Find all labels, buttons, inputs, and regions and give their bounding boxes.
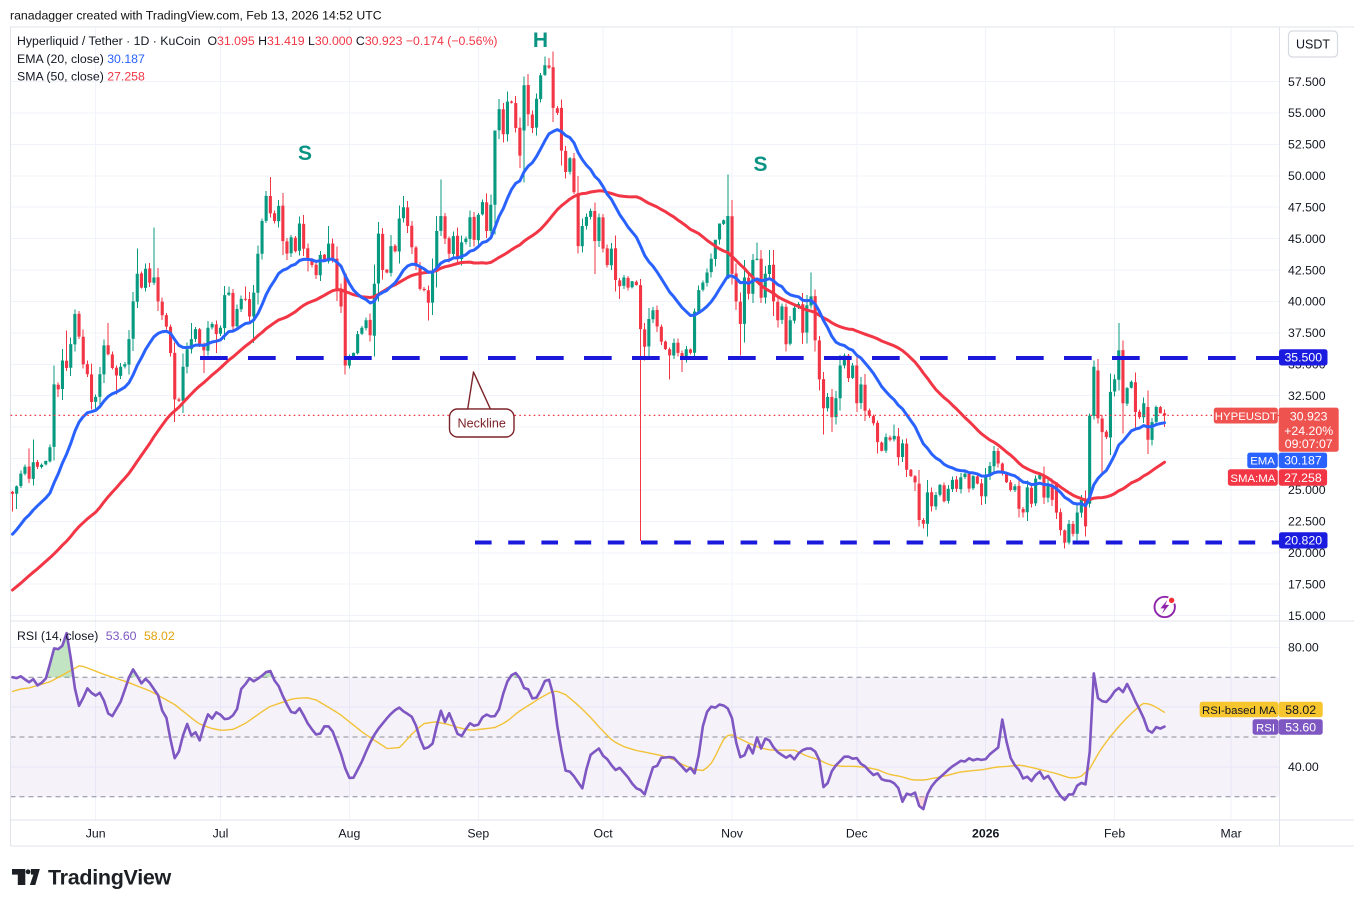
svg-text:RSI: RSI <box>1256 722 1275 734</box>
svg-text:57.500: 57.500 <box>1288 75 1326 89</box>
svg-text:EMA: EMA <box>1250 456 1275 468</box>
svg-text:09:07:07: 09:07:07 <box>1285 437 1333 451</box>
svg-text:Oct: Oct <box>594 827 614 841</box>
svg-text:30.923: 30.923 <box>1290 409 1328 423</box>
svg-text:S: S <box>298 142 312 165</box>
svg-text:47.500: 47.500 <box>1288 200 1326 214</box>
svg-text:Nov: Nov <box>721 827 744 841</box>
svg-text:2026: 2026 <box>972 827 1000 841</box>
svg-text:37.500: 37.500 <box>1288 326 1326 340</box>
svg-text:SMA (50, close) 27.258: SMA (50, close) 27.258 <box>17 70 145 84</box>
svg-text:25.000: 25.000 <box>1288 483 1326 497</box>
svg-text:ranadagger created with Tradin: ranadagger created with TradingView.com,… <box>10 9 382 23</box>
svg-text:SMA:MA: SMA:MA <box>1230 473 1275 485</box>
svg-text:42.500: 42.500 <box>1288 263 1326 277</box>
svg-text:58.02: 58.02 <box>1285 703 1316 717</box>
svg-text:Dec: Dec <box>846 827 868 841</box>
svg-text:Mar: Mar <box>1220 827 1241 841</box>
svg-text:35.500: 35.500 <box>1284 351 1322 365</box>
svg-text:20.000: 20.000 <box>1288 546 1326 560</box>
svg-text:30.187: 30.187 <box>1284 454 1322 468</box>
svg-text:S: S <box>753 153 767 176</box>
svg-text:RSI (14, close) 53.60 58.02: RSI (14, close) 53.60 58.02 <box>17 629 175 643</box>
svg-text:EMA (20, close) 30.187: EMA (20, close) 30.187 <box>17 52 145 66</box>
svg-text:Jun: Jun <box>86 827 106 841</box>
svg-text:52.500: 52.500 <box>1288 138 1326 152</box>
svg-text:USDT: USDT <box>1296 38 1330 52</box>
svg-text:Sep: Sep <box>467 827 489 841</box>
svg-text:50.000: 50.000 <box>1288 169 1326 183</box>
svg-text:Jul: Jul <box>213 827 229 841</box>
svg-text:TradingView: TradingView <box>48 866 172 890</box>
svg-text:32.500: 32.500 <box>1288 389 1326 403</box>
svg-text:Feb: Feb <box>1104 827 1125 841</box>
svg-text:53.60: 53.60 <box>1285 720 1316 734</box>
svg-text:22.500: 22.500 <box>1288 515 1326 529</box>
svg-text:15.000: 15.000 <box>1288 609 1326 623</box>
svg-text:27.258: 27.258 <box>1284 471 1322 485</box>
svg-text:55.000: 55.000 <box>1288 106 1326 120</box>
svg-text:H: H <box>533 29 548 52</box>
svg-text:Hyperliquid / Tether · 1D · Ku: Hyperliquid / Tether · 1D · KuCoin O31.0… <box>17 34 497 48</box>
svg-text:+24.20%: +24.20% <box>1284 424 1333 438</box>
svg-text:40.00: 40.00 <box>1288 760 1319 774</box>
svg-text:Neckline: Neckline <box>458 417 506 431</box>
svg-text:RSI-based MA: RSI-based MA <box>1202 705 1276 717</box>
svg-text:20.820: 20.820 <box>1284 534 1322 548</box>
svg-text:80.00: 80.00 <box>1288 641 1319 655</box>
svg-text:17.500: 17.500 <box>1288 577 1326 591</box>
svg-text:HYPEUSDT: HYPEUSDT <box>1215 411 1277 423</box>
svg-text:Aug: Aug <box>338 827 360 841</box>
svg-text:45.000: 45.000 <box>1288 232 1326 246</box>
svg-text:40.000: 40.000 <box>1288 295 1326 309</box>
